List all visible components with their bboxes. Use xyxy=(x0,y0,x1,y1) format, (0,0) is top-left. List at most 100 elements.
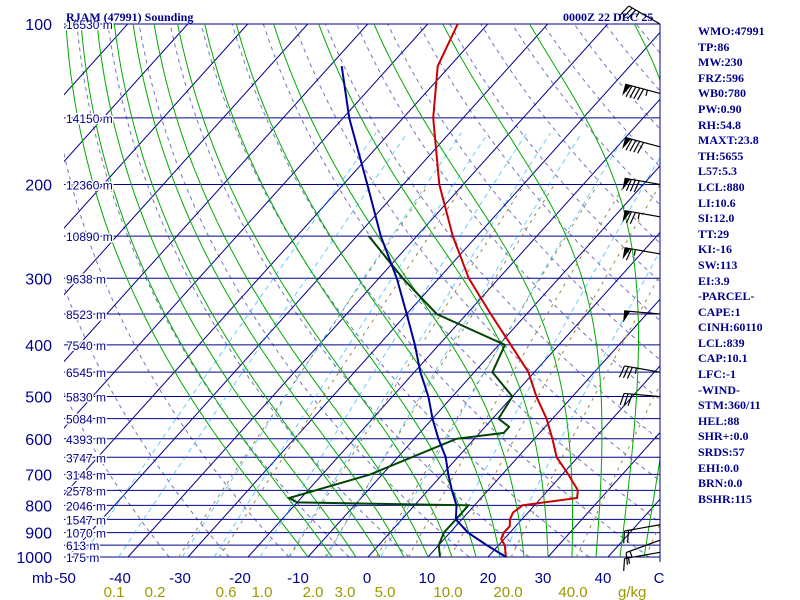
wind-barb-flag xyxy=(623,7,633,18)
height-label-1000: 175 m xyxy=(66,551,99,565)
index-item: SW:113 xyxy=(698,257,738,272)
height-label-550: 5084 m xyxy=(66,413,106,427)
wind-barb-half-flag xyxy=(635,11,640,18)
index-item: -WIND- xyxy=(698,382,740,397)
isotherm-60 xyxy=(788,24,800,557)
height-label-400: 7540 m xyxy=(66,339,106,353)
wind-barbs xyxy=(618,5,661,571)
index-item: EHI:0.0 xyxy=(698,460,740,475)
temperature-tick-0: -50 xyxy=(54,570,76,587)
isotherm--50 xyxy=(127,24,609,558)
wind-barb-2 xyxy=(622,136,661,154)
wind-barb-flag xyxy=(623,530,626,544)
pressure-tick-500: 500 xyxy=(25,390,52,407)
mixing-ratio-line-6 xyxy=(449,184,660,558)
dry-adiabat-280 xyxy=(138,24,470,558)
moist-adiabat-32 xyxy=(529,24,639,558)
index-item: -PARCEL- xyxy=(698,289,755,304)
index-item: MW:230 xyxy=(698,55,743,70)
isotherm--110 xyxy=(64,24,249,229)
pressure-tick-400: 400 xyxy=(25,338,52,355)
temperature-tick-4: -10 xyxy=(287,570,309,587)
mixing-ratio-lines xyxy=(81,132,660,558)
moist-adiabat-24 xyxy=(373,24,573,557)
mixing-ratio-tick-9: 40.0 xyxy=(558,584,587,600)
dry-adiabat-390 xyxy=(480,24,660,244)
index-item: TH:5655 xyxy=(698,148,744,163)
dry-adiabat-250 xyxy=(64,151,290,558)
wind-barb-flag xyxy=(629,86,637,99)
pressure-tick-1000: 1000 xyxy=(16,550,52,567)
mixing-ratio-tick-6: 5.0 xyxy=(375,584,396,600)
mixing-ratio-aux-line-7 xyxy=(380,132,627,558)
wind-barb-pennant xyxy=(622,247,631,260)
wind-barb-11 xyxy=(623,551,661,571)
moist-adiabat--12 xyxy=(96,24,357,558)
wind-barb-flag xyxy=(629,212,636,225)
moist-adiabat-12 xyxy=(235,24,501,558)
height-label-600: 4393 m xyxy=(66,433,106,447)
index-item: BRN:0.0 xyxy=(698,476,743,491)
mixing-ratio-line-7 xyxy=(510,274,660,558)
wind-barb-flag xyxy=(627,393,633,406)
dry-adiabat-380 xyxy=(449,24,660,283)
index-item: CAPE:1 xyxy=(698,304,741,319)
height-label-850: 1547 m xyxy=(66,513,106,527)
dewpoint-profile-line xyxy=(286,235,514,558)
mixing-ratio-tick-2: 0.6 xyxy=(216,584,237,600)
index-item: LCL:839 xyxy=(698,335,745,350)
wind-barb-flag xyxy=(625,85,633,98)
wind-barb-4 xyxy=(622,209,661,225)
isotherm--70 xyxy=(64,24,489,496)
wind-barb-7 xyxy=(618,365,661,379)
height-label-750: 2578 m xyxy=(66,484,106,498)
wind-barb-flag xyxy=(625,248,632,261)
index-item: FRZ:596 xyxy=(698,70,744,85)
temperature-tick-3: -20 xyxy=(229,570,251,587)
index-item: CINH:60110 xyxy=(698,320,763,335)
station-title: RJAM (47991) Sounding xyxy=(66,10,194,24)
wind-barb-flag xyxy=(629,140,637,152)
height-label-500: 5830 m xyxy=(66,391,106,405)
index-item: KI:-16 xyxy=(698,242,732,257)
index-item: LI:10.6 xyxy=(698,195,736,210)
dry-adiabat-330 xyxy=(293,24,660,482)
pressure-tick-100: 100 xyxy=(25,17,52,34)
wind-barb-half-flag xyxy=(645,89,649,97)
mixing-ratio-tick-4: 2.0 xyxy=(303,584,324,600)
height-label-250: 10890 m xyxy=(66,230,113,244)
isotherm--40 xyxy=(187,31,660,558)
wind-barb-flag xyxy=(625,211,632,224)
height-label-900: 1070 m xyxy=(66,527,106,541)
mixing-ratio-tick-3: 1.0 xyxy=(252,584,273,600)
dry-adiabat-320 xyxy=(262,24,660,524)
wind-barb-flag xyxy=(626,367,633,379)
index-item: EI:3.9 xyxy=(698,273,730,288)
wind-barb-shaft xyxy=(624,524,661,532)
wind-barb-5 xyxy=(622,247,661,261)
wind-barb-flag xyxy=(626,9,637,20)
wind-barb-half-flag xyxy=(633,249,636,256)
moist-adiabat-20 xyxy=(318,24,549,557)
index-item: TP:86 xyxy=(698,39,730,54)
wind-barb-shaft xyxy=(624,209,661,218)
wind-barb-flag xyxy=(633,87,641,100)
dry-adiabat-260 xyxy=(76,24,350,558)
mixing-ratio-line-2 xyxy=(289,184,525,558)
moist-adiabat-36 xyxy=(633,24,660,558)
wind-barb-shaft xyxy=(625,136,661,148)
wind-barb-shaft xyxy=(625,539,661,554)
isotherm--60 xyxy=(67,24,549,558)
wind-barb-pennant xyxy=(622,210,631,223)
pressure-tick-700: 700 xyxy=(25,467,52,484)
height-label-950: 613 m xyxy=(66,539,99,553)
height-label-650: 3747 m xyxy=(66,451,106,465)
dry-adiabat-370 xyxy=(418,24,660,322)
index-item: L57:5.3 xyxy=(698,164,737,179)
dry-adiabat-240 xyxy=(64,285,230,558)
index-item: BSHR:115 xyxy=(698,491,753,506)
wind-barb-pennant xyxy=(623,310,631,323)
dry-adiabat-310 xyxy=(231,24,650,558)
